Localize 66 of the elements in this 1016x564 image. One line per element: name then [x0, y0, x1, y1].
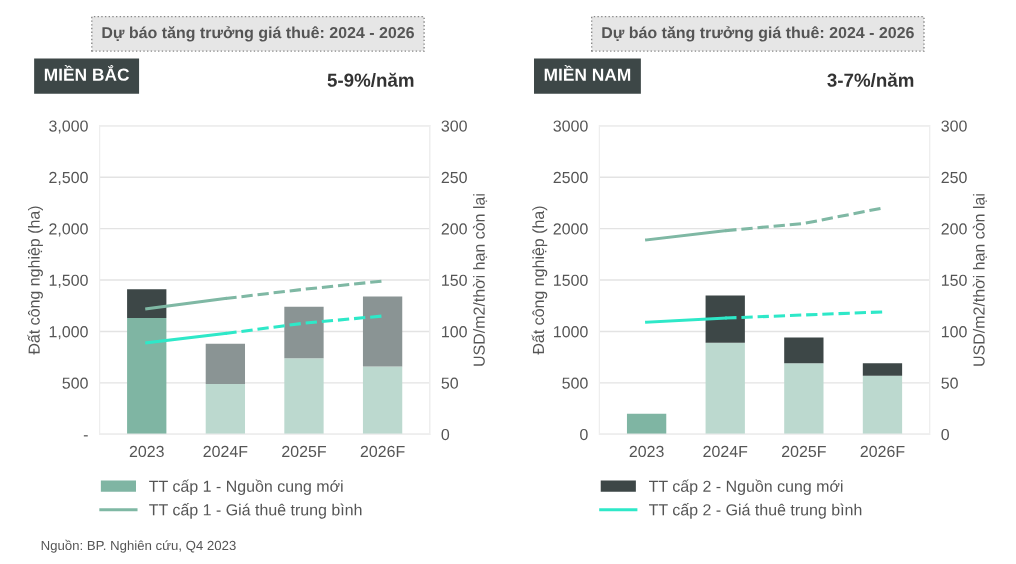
text: 5-9%/năm	[327, 72, 414, 87]
y-axis-title: Đất công nghiệp (ha)	[531, 206, 548, 355]
y2-tick-label: 300	[941, 120, 967, 132]
y-tick-label: 0	[580, 428, 588, 441]
x-tick-label: 2024F	[203, 445, 248, 458]
bar	[127, 318, 167, 435]
bar	[205, 383, 246, 435]
y-tick-label: 2000	[553, 223, 588, 235]
y2-tick-label: 50	[441, 377, 459, 389]
legend-label: TT cấp 2 - Giá thuê trung bình	[649, 503, 862, 519]
x-tick-label: 2025F	[282, 445, 326, 458]
bar	[362, 296, 403, 367]
bar	[784, 337, 824, 364]
bar	[784, 363, 824, 435]
y2-tick-label: 50	[941, 377, 958, 389]
y-tick-label: 500	[562, 377, 588, 389]
legend-label: TT cấp 1 - Giá thuê trung bình	[149, 503, 362, 519]
y-tick-label: 2,500	[49, 171, 88, 186]
y2-axis-title: USD/m2/thời hạn còn lại	[472, 194, 488, 366]
bar	[205, 343, 246, 384]
legend-label: TT cấp 2 - Nguồn cung mới	[649, 479, 843, 496]
text: Nguồn: BP. Nghiên cứu, Q4 2023	[41, 539, 236, 553]
y-tick-label: 2,000	[49, 223, 88, 237]
x-tick-label: 2026F	[360, 445, 405, 458]
y2-tick-label: 100	[941, 326, 967, 338]
y-tick-label: 3000	[553, 120, 588, 132]
chart-title: MIỀN BẮC	[44, 65, 130, 81]
y-tick-label: 1,500	[49, 274, 88, 288]
bar	[127, 289, 167, 319]
y2-tick-label: 250	[941, 171, 967, 184]
x-tick-label: 2025F	[782, 445, 826, 458]
y2-tick-label: 0	[941, 428, 950, 441]
y2-tick-label: 150	[442, 274, 467, 286]
y2-tick-label: 0	[441, 428, 450, 441]
text: Dự báo tăng trưởng giá thuê: 2024 - 2026	[602, 26, 914, 42]
y2-axis-title: USD/m2/thời hạn còn lại	[972, 194, 987, 366]
bar	[705, 295, 745, 343]
x-tick-label: 2026F	[860, 445, 905, 458]
y2-tick-label: 100	[442, 326, 467, 338]
bar	[362, 366, 403, 435]
x-tick-label: 2024F	[703, 445, 748, 458]
y-axis-title: Đất công nghiệp (ha)	[27, 206, 43, 355]
y2-tick-label: 200	[441, 223, 467, 235]
bar	[705, 342, 745, 435]
x-tick-label: 2023	[129, 445, 164, 458]
y-tick-label: 1000	[554, 326, 588, 338]
y2-tick-label: 150	[941, 274, 967, 286]
text: 3-7%/năm	[827, 72, 914, 87]
x-tick-label: 2023	[629, 445, 664, 458]
bar	[626, 413, 667, 435]
y2-tick-label: 300	[441, 120, 467, 132]
y-tick-label: -	[83, 435, 88, 437]
bar	[284, 306, 324, 359]
bar	[284, 358, 324, 435]
y2-tick-label: 200	[941, 223, 967, 235]
y-tick-label: 1500	[554, 274, 588, 286]
y-tick-label: 1,000	[49, 326, 88, 340]
y-tick-label: 3,000	[49, 120, 88, 134]
y2-tick-label: 250	[441, 171, 467, 184]
y-tick-label: 500	[62, 377, 88, 389]
legend-label: TT cấp 1 - Nguồn cung mới	[149, 479, 343, 496]
chart-title: MIỀN NAM	[544, 65, 631, 81]
bar	[862, 363, 903, 376]
y-tick-label: 2500	[553, 171, 588, 184]
bar	[862, 375, 903, 435]
text: Dự báo tăng trưởng giá thuê: 2024 - 2026	[102, 26, 414, 42]
